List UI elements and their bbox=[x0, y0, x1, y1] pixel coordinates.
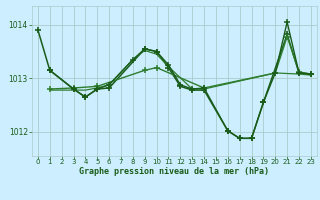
X-axis label: Graphe pression niveau de la mer (hPa): Graphe pression niveau de la mer (hPa) bbox=[79, 167, 269, 176]
